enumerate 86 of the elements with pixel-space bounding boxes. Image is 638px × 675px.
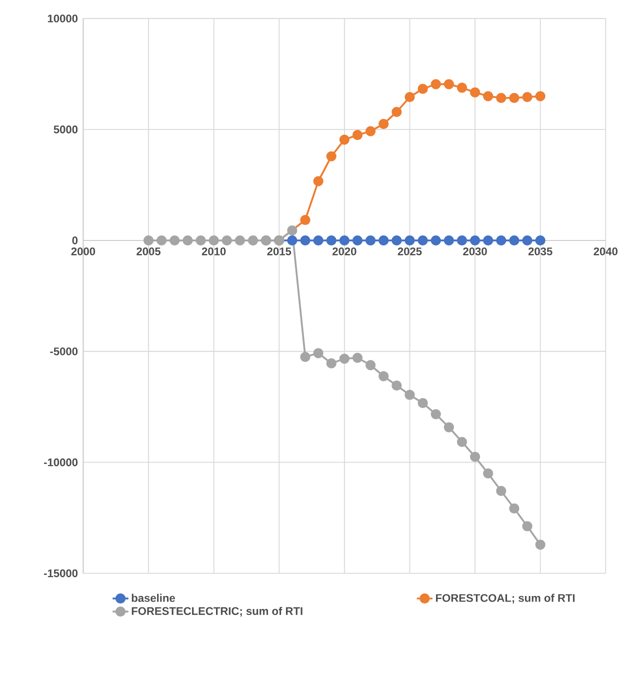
point bbox=[522, 92, 532, 102]
point bbox=[444, 235, 454, 246]
point bbox=[326, 151, 336, 162]
point bbox=[378, 235, 389, 246]
point bbox=[378, 118, 389, 129]
point bbox=[365, 126, 376, 136]
point bbox=[509, 503, 520, 514]
legend-label: baseline bbox=[132, 594, 175, 602]
point bbox=[535, 91, 546, 102]
y-tick-label: 5000 bbox=[54, 126, 78, 134]
y-tick-label: -15000 bbox=[44, 569, 78, 578]
point bbox=[418, 398, 428, 408]
point bbox=[287, 225, 298, 236]
y-tick-label: -10000 bbox=[44, 458, 78, 466]
point bbox=[430, 409, 441, 420]
point bbox=[182, 235, 193, 246]
point bbox=[392, 106, 402, 117]
point bbox=[352, 235, 363, 246]
point bbox=[234, 235, 246, 246]
point bbox=[339, 134, 350, 145]
legend-label: FORESTECLECTRIC; sum of RTI bbox=[132, 606, 302, 617]
point bbox=[313, 235, 324, 246]
point bbox=[430, 235, 441, 246]
point bbox=[522, 235, 532, 246]
x-tick-label: 2020 bbox=[332, 247, 356, 256]
point bbox=[339, 235, 350, 246]
point bbox=[365, 235, 376, 246]
point bbox=[522, 521, 532, 532]
point bbox=[326, 235, 336, 246]
point bbox=[404, 390, 415, 400]
point bbox=[196, 235, 206, 246]
point bbox=[352, 130, 363, 140]
point bbox=[456, 436, 468, 447]
legend-label: FORESTCOAL; sum of RTI bbox=[436, 594, 575, 604]
point bbox=[535, 235, 546, 246]
point bbox=[483, 91, 494, 102]
point bbox=[496, 486, 506, 496]
point bbox=[444, 79, 454, 90]
point bbox=[470, 235, 480, 246]
point bbox=[418, 235, 428, 246]
x-tick-label: 2040 bbox=[594, 247, 618, 256]
x-tick-label: 2030 bbox=[463, 247, 487, 256]
point bbox=[509, 235, 520, 246]
point bbox=[208, 235, 219, 246]
point bbox=[430, 79, 441, 90]
point bbox=[143, 235, 154, 246]
y-tick-label: 0 bbox=[72, 236, 78, 244]
point bbox=[535, 540, 546, 550]
point bbox=[156, 235, 167, 246]
point bbox=[339, 354, 350, 364]
y-tick-label: 10000 bbox=[48, 14, 78, 22]
point bbox=[496, 92, 506, 104]
point bbox=[326, 358, 336, 368]
point bbox=[222, 235, 232, 246]
point bbox=[313, 348, 324, 358]
point bbox=[444, 422, 454, 432]
point bbox=[352, 352, 363, 363]
point bbox=[300, 352, 310, 362]
point bbox=[170, 235, 180, 246]
point bbox=[496, 235, 506, 246]
point bbox=[483, 468, 494, 478]
x-tick-label: 2005 bbox=[136, 247, 160, 256]
point bbox=[300, 214, 310, 226]
x-tick-label: 2000 bbox=[71, 247, 96, 256]
point bbox=[404, 92, 415, 102]
point bbox=[483, 235, 494, 246]
point bbox=[313, 176, 324, 186]
point bbox=[365, 360, 376, 370]
point bbox=[456, 235, 468, 246]
y-tick-label: -5000 bbox=[50, 347, 78, 356]
point bbox=[418, 84, 428, 94]
x-tick-label: 2015 bbox=[267, 247, 292, 256]
point bbox=[470, 87, 480, 98]
x-tick-label: 2025 bbox=[398, 247, 422, 256]
point bbox=[456, 82, 468, 93]
point bbox=[287, 235, 298, 246]
point bbox=[300, 235, 310, 246]
point bbox=[248, 235, 258, 246]
x-tick-label: 2010 bbox=[202, 247, 226, 256]
point bbox=[392, 235, 402, 246]
point bbox=[392, 380, 402, 391]
point bbox=[404, 235, 415, 246]
x-tick-label: 2035 bbox=[528, 247, 552, 256]
point bbox=[470, 452, 480, 462]
point bbox=[509, 92, 520, 104]
point bbox=[378, 371, 389, 382]
